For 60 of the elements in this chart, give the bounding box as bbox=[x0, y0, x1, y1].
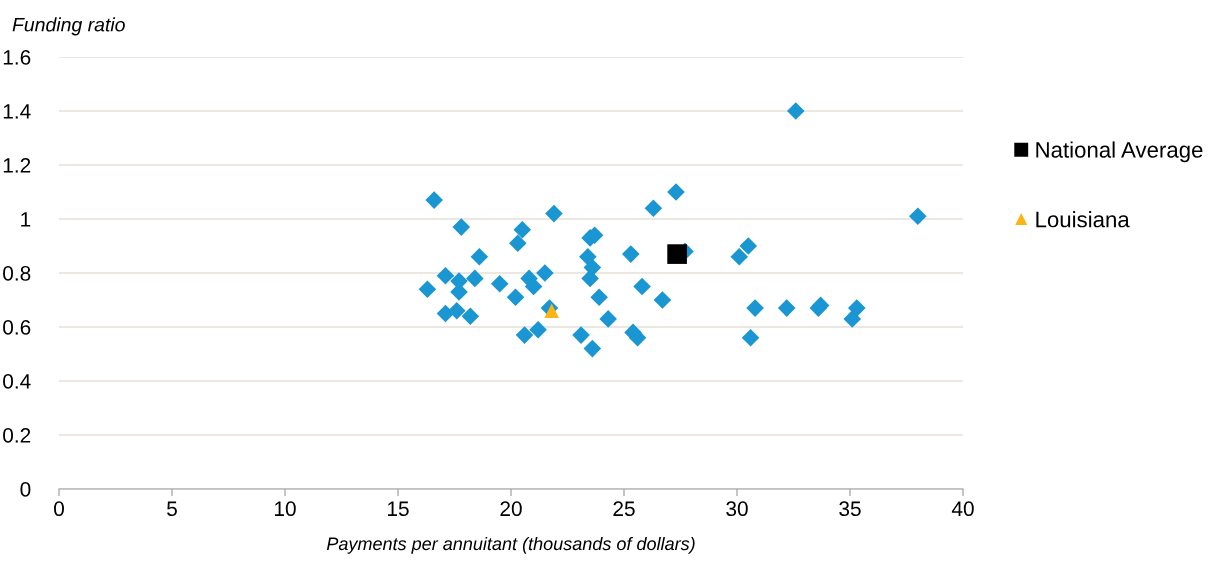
point bbox=[583, 258, 602, 277]
point bbox=[628, 329, 647, 347]
point bbox=[545, 204, 563, 223]
point bbox=[544, 303, 559, 319]
point bbox=[470, 248, 489, 266]
point bbox=[506, 288, 525, 307]
y-tick-label: 0.6 bbox=[3, 320, 31, 335]
x-tick-label: 5 bbox=[167, 501, 177, 517]
point bbox=[633, 277, 651, 296]
point bbox=[579, 248, 597, 266]
point bbox=[667, 183, 685, 201]
y-tick-label: 0.8 bbox=[3, 266, 31, 281]
point bbox=[509, 234, 527, 253]
point bbox=[418, 280, 437, 298]
y-axis-title: Funding ratio bbox=[12, 17, 125, 36]
point bbox=[529, 320, 547, 339]
point bbox=[461, 307, 480, 325]
point bbox=[583, 339, 602, 358]
x-tick-label: 30 bbox=[726, 501, 748, 517]
x-tick-label: 40 bbox=[951, 501, 974, 517]
point bbox=[741, 329, 760, 347]
point bbox=[622, 245, 640, 263]
point bbox=[746, 299, 764, 317]
point bbox=[466, 269, 484, 288]
point bbox=[536, 264, 554, 282]
point bbox=[452, 218, 471, 236]
x-tick-label: 0 bbox=[54, 501, 64, 517]
x-tick-label: 20 bbox=[500, 501, 522, 517]
point bbox=[599, 310, 617, 328]
point bbox=[644, 199, 663, 217]
x-tick-label: 15 bbox=[388, 501, 409, 517]
point bbox=[513, 221, 532, 239]
y-tick-label: 1.2 bbox=[3, 158, 31, 173]
point bbox=[447, 302, 466, 320]
y-tick-label: 0 bbox=[20, 482, 31, 497]
y-tick-label: 1.4 bbox=[3, 104, 31, 119]
point bbox=[777, 299, 796, 317]
y-tick-label: 0.4 bbox=[3, 374, 31, 389]
y-tick-label: 1.6 bbox=[3, 50, 31, 65]
point bbox=[515, 326, 534, 344]
point bbox=[425, 191, 443, 209]
y-tick-label: 1 bbox=[21, 212, 31, 227]
legend-label: National Average bbox=[1036, 141, 1203, 163]
point bbox=[436, 266, 455, 285]
point bbox=[490, 275, 509, 293]
point bbox=[730, 248, 749, 266]
point bbox=[909, 207, 927, 226]
point bbox=[590, 288, 608, 307]
point bbox=[667, 244, 687, 264]
x-axis-title: Payments per annuitant (thousands of dollars) bbox=[326, 536, 695, 554]
point bbox=[572, 326, 590, 344]
legend-label: Louisiana bbox=[1036, 211, 1130, 228]
point bbox=[653, 291, 672, 309]
point bbox=[786, 102, 805, 120]
point bbox=[739, 237, 758, 255]
x-tick-label: 25 bbox=[613, 501, 635, 517]
point bbox=[848, 299, 866, 317]
y-tick-label: 0.2 bbox=[3, 428, 31, 443]
x-tick-label: 35 bbox=[839, 501, 861, 517]
x-tick-label: 10 bbox=[275, 501, 296, 517]
